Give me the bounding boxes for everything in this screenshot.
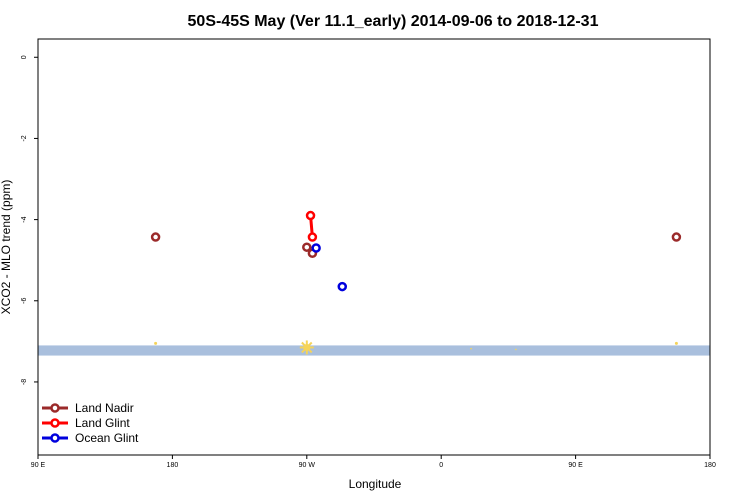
ocean-glint-point bbox=[337, 281, 348, 292]
legend-item-land-nadir: Land Nadir bbox=[42, 401, 134, 415]
land-band bbox=[38, 345, 710, 356]
ocean-glint-point bbox=[311, 243, 321, 253]
legend-label: Land Glint bbox=[75, 416, 130, 430]
x-tick-label: 90 W bbox=[299, 462, 316, 469]
land-dot bbox=[299, 340, 314, 355]
y-tick-label: 0 bbox=[21, 55, 28, 59]
x-axis-label: Longitude bbox=[349, 477, 402, 491]
axes: 90 E 180 90 W 0 90 E 180 0 -2 -4 -6 -8 bbox=[21, 38, 716, 469]
x-tick-label: 90 E bbox=[31, 462, 46, 469]
land-dot bbox=[154, 341, 158, 345]
x-tick-label: 90 E bbox=[568, 462, 583, 469]
plot-frame bbox=[37, 38, 711, 456]
y-tick-label: -8 bbox=[21, 379, 28, 385]
land-dot bbox=[674, 341, 678, 345]
y-tick-label: -2 bbox=[21, 135, 28, 141]
land-nadir-point bbox=[150, 232, 161, 242]
land-nadir-point bbox=[671, 232, 682, 242]
legend-label: Land Nadir bbox=[75, 401, 134, 415]
y-tick-label: -6 bbox=[21, 298, 28, 304]
legend-marker bbox=[50, 433, 60, 443]
legend-marker bbox=[50, 418, 60, 428]
legend-item-land-glint: Land Glint bbox=[42, 416, 130, 430]
x-tick-label: 180 bbox=[704, 462, 716, 469]
plot-area bbox=[38, 210, 710, 356]
x-tick-label: 180 bbox=[167, 462, 179, 469]
land-dot bbox=[515, 348, 517, 351]
land-glint-point bbox=[307, 232, 318, 242]
legend-marker bbox=[50, 403, 60, 413]
legend-label: Ocean Glint bbox=[75, 431, 139, 445]
land-glint-point bbox=[305, 210, 316, 221]
chart-title: 50S-45S May (Ver 11.1_early) 2014-09-06 … bbox=[188, 13, 599, 30]
y-tick-label: -4 bbox=[21, 216, 28, 222]
legend-item-ocean-glint: Ocean Glint bbox=[42, 431, 139, 445]
y-axis-label: XCO2 - MLO trend (ppm) bbox=[0, 180, 13, 315]
land-nadir-point bbox=[302, 242, 312, 252]
x-tick-label: 0 bbox=[439, 462, 443, 469]
land-dot bbox=[470, 347, 472, 350]
